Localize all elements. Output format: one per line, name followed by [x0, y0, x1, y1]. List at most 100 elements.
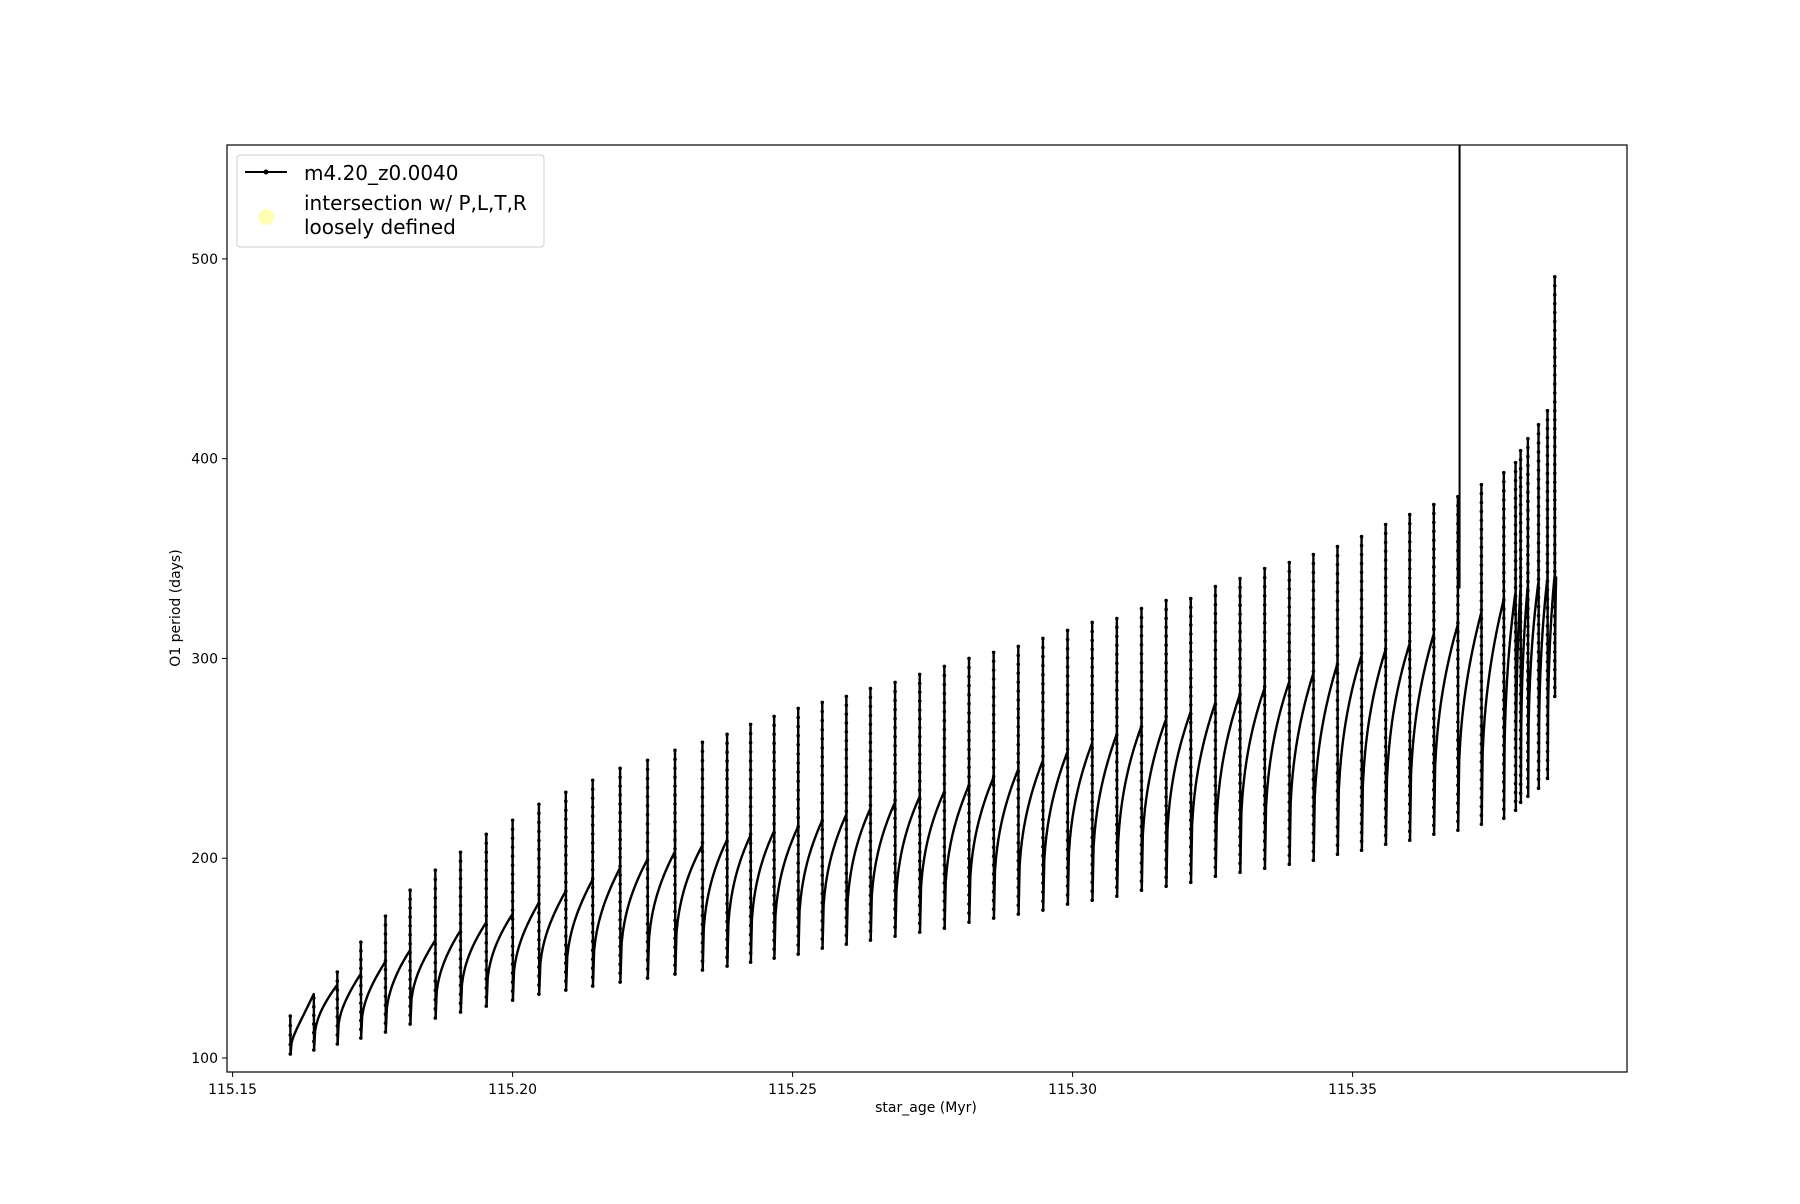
data-point — [868, 731, 873, 736]
data-point — [1552, 373, 1557, 377]
data-point — [1545, 498, 1550, 503]
data-point — [942, 890, 947, 894]
data-point — [967, 893, 971, 897]
data-point — [1188, 827, 1193, 831]
data-point — [942, 836, 947, 840]
data-point — [1041, 863, 1045, 867]
data-point — [1545, 516, 1550, 521]
data-point — [1518, 566, 1523, 570]
data-point — [288, 1052, 293, 1056]
data-point — [433, 905, 438, 909]
data-point — [991, 836, 996, 841]
data-point — [1213, 620, 1218, 625]
data-point — [1502, 643, 1506, 648]
data-point — [796, 824, 800, 829]
data-point — [1359, 722, 1364, 727]
data-point — [1016, 858, 1021, 863]
data-point — [725, 937, 729, 942]
data-point — [1526, 454, 1530, 459]
data-point — [1041, 727, 1045, 731]
data-point — [1213, 838, 1218, 842]
data-point — [991, 854, 996, 858]
data-point — [1262, 793, 1267, 798]
data-point — [772, 741, 776, 746]
data-point — [1513, 585, 1518, 590]
pulse-markers — [618, 766, 622, 984]
data-point — [868, 740, 873, 745]
data-point — [1090, 719, 1094, 723]
data-point — [645, 858, 650, 862]
data-point — [868, 938, 873, 942]
data-point — [1407, 811, 1412, 815]
data-point — [1115, 724, 1119, 728]
data-point — [917, 672, 922, 677]
data-point — [1139, 888, 1144, 892]
data-point — [1552, 685, 1557, 690]
data-point — [1432, 770, 1436, 774]
data-point — [645, 803, 650, 808]
data-point — [1383, 576, 1388, 580]
data-point — [359, 975, 363, 979]
data-point — [700, 758, 705, 763]
data-point — [1518, 557, 1523, 561]
data-point — [1238, 647, 1242, 652]
data-point — [1545, 489, 1550, 494]
pulse-markers — [967, 656, 971, 924]
data-point — [942, 781, 947, 786]
data-point — [537, 838, 541, 843]
data-point — [796, 706, 800, 711]
data-point — [991, 889, 996, 894]
data-point — [1164, 804, 1168, 808]
data-point — [645, 831, 650, 835]
data-point — [1287, 755, 1292, 760]
data-point — [408, 977, 412, 982]
data-point — [1536, 450, 1541, 454]
data-point — [564, 871, 568, 876]
pulse-markers — [1041, 636, 1045, 912]
data-point — [359, 983, 363, 988]
data-point — [1536, 422, 1541, 427]
data-point — [312, 1039, 316, 1044]
data-point — [1311, 786, 1316, 791]
pulse-markers — [564, 790, 568, 992]
data-point — [1065, 792, 1070, 797]
data-point — [748, 923, 753, 928]
data-point — [893, 734, 897, 739]
data-point — [537, 820, 541, 825]
data-point — [748, 887, 753, 891]
data-point — [820, 946, 825, 950]
data-point — [1552, 355, 1557, 360]
data-point — [484, 886, 489, 891]
data-point — [967, 847, 971, 852]
data-point — [1115, 751, 1119, 755]
data-point — [1188, 880, 1193, 884]
data-point — [942, 745, 947, 750]
data-point — [1262, 621, 1267, 625]
data-point — [1383, 789, 1388, 793]
data-point — [1115, 706, 1119, 710]
data-point — [1518, 521, 1523, 525]
data-point — [1479, 670, 1484, 675]
data-point — [590, 975, 595, 979]
data-point — [1432, 752, 1436, 756]
data-point — [1287, 693, 1292, 698]
data-point — [1359, 579, 1364, 584]
data-point — [1041, 790, 1045, 795]
data-point — [1090, 692, 1094, 696]
data-point — [772, 804, 776, 808]
data-point — [590, 832, 595, 836]
data-point — [772, 750, 776, 754]
data-point — [1536, 677, 1541, 682]
data-point — [1479, 536, 1484, 541]
data-point — [1552, 587, 1557, 592]
data-point — [673, 891, 677, 896]
pulse-markers — [1536, 422, 1541, 791]
axes-frame — [226, 144, 1628, 1073]
data-point — [893, 907, 897, 911]
data-point — [991, 721, 996, 726]
data-point — [1518, 737, 1523, 741]
data-point — [844, 800, 849, 805]
data-point — [1335, 770, 1340, 775]
data-point — [700, 849, 705, 854]
data-point — [868, 713, 873, 718]
